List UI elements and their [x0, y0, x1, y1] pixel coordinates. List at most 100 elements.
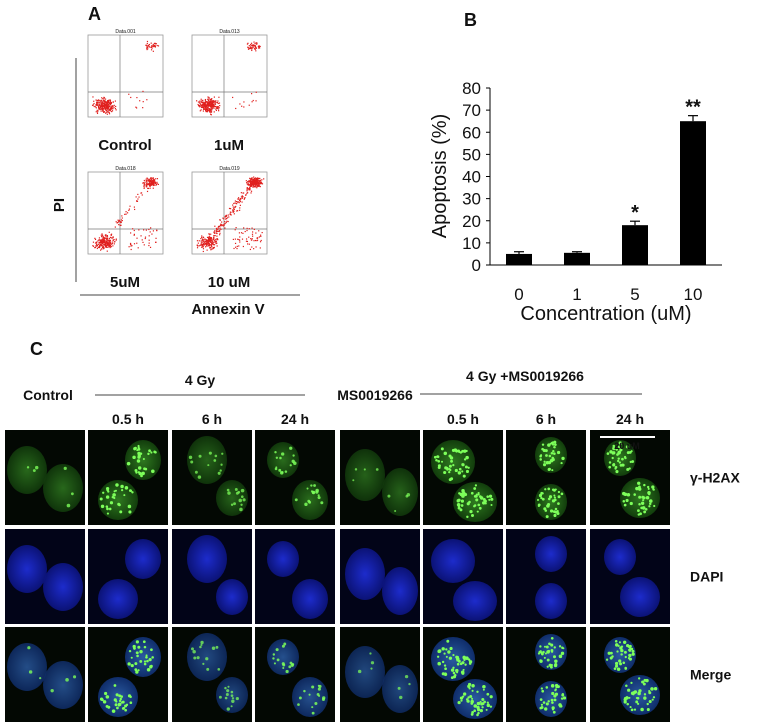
- focus: [641, 495, 645, 499]
- event-dot: [233, 213, 235, 215]
- focus: [127, 694, 132, 698]
- event-dot: [98, 242, 100, 244]
- event-dot: [252, 45, 254, 48]
- focus: [205, 657, 209, 661]
- event-dot: [107, 108, 109, 110]
- focus: [553, 513, 557, 517]
- event-dot: [250, 47, 253, 49]
- event-dot: [253, 185, 256, 187]
- event-dot: [225, 214, 227, 216]
- focus: [137, 444, 140, 448]
- event-dot: [137, 198, 139, 200]
- event-dot: [129, 243, 132, 245]
- focus: [221, 452, 224, 455]
- event-dot: [211, 109, 213, 111]
- event-dot: [203, 103, 205, 105]
- event-dot: [200, 243, 202, 245]
- event-dot: [107, 104, 109, 106]
- event-dot: [105, 106, 108, 109]
- event-dot: [149, 181, 152, 183]
- focus: [106, 512, 110, 515]
- focus: [443, 664, 447, 667]
- event-dot: [101, 110, 104, 112]
- focus: [550, 643, 554, 647]
- focus: [553, 446, 556, 449]
- focus: [540, 491, 544, 495]
- focus: [550, 441, 554, 445]
- event-dot: [247, 46, 249, 48]
- event-dot: [101, 109, 104, 111]
- nucleus: [7, 545, 47, 593]
- focus: [550, 452, 554, 455]
- event-dot: [257, 178, 260, 180]
- event-dot: [209, 244, 211, 247]
- event-dot: [237, 201, 239, 203]
- event-dot: [209, 247, 211, 249]
- micrograph: [255, 627, 335, 722]
- event-dot: [150, 49, 153, 51]
- event-dot: [109, 102, 111, 104]
- focus: [539, 645, 542, 648]
- event-dot: [216, 238, 219, 240]
- event-dot: [100, 249, 102, 251]
- event-dot: [213, 96, 215, 98]
- y-tick-label: 0: [472, 256, 481, 275]
- event-dot: [111, 108, 113, 110]
- event-dot: [135, 196, 137, 198]
- focus: [105, 505, 109, 508]
- event-dot: [257, 185, 260, 187]
- event-dot: [103, 100, 106, 102]
- event-dot: [254, 182, 256, 185]
- event-dot: [203, 104, 205, 107]
- focus: [638, 495, 642, 499]
- event-dot: [155, 43, 157, 45]
- event-dot: [102, 241, 105, 243]
- focus: [322, 696, 326, 700]
- event-dot: [212, 241, 214, 243]
- focus: [128, 649, 132, 653]
- event-dot: [202, 246, 204, 248]
- event-dot: [153, 178, 155, 180]
- event-dot: [211, 101, 213, 103]
- event-dot: [248, 236, 250, 238]
- event-dot: [239, 200, 241, 203]
- event-dot: [255, 42, 257, 44]
- event-dot: [207, 243, 209, 245]
- focus: [553, 494, 556, 497]
- focus: [448, 656, 453, 660]
- event-dot: [104, 107, 106, 109]
- focus: [474, 494, 478, 498]
- focus: [131, 491, 134, 494]
- event-dot: [239, 204, 241, 206]
- event-dot: [249, 47, 251, 49]
- focus: [116, 706, 119, 710]
- event-dot: [249, 177, 251, 179]
- event-dot: [215, 242, 217, 245]
- event-dot: [253, 45, 256, 47]
- event-dot: [234, 242, 237, 245]
- event-dot: [92, 96, 94, 98]
- event-dot: [107, 99, 110, 102]
- focus: [130, 656, 133, 659]
- event-dot: [256, 181, 258, 184]
- event-dot: [100, 244, 102, 246]
- event-dot: [255, 246, 257, 248]
- focus: [136, 654, 139, 658]
- event-dot: [219, 219, 221, 221]
- focus: [621, 463, 625, 467]
- focus: [544, 652, 547, 655]
- focus: [536, 498, 540, 501]
- event-dot: [251, 227, 253, 229]
- focus: [123, 494, 126, 497]
- micrograph: [5, 627, 85, 722]
- micrograph: [172, 627, 252, 722]
- focus: [145, 654, 148, 657]
- bar: [622, 225, 648, 265]
- micrograph: [340, 430, 420, 525]
- event-dot: [200, 109, 202, 111]
- focus: [557, 495, 561, 499]
- panel-label: C: [30, 339, 43, 359]
- event-dot: [215, 108, 217, 110]
- nucleus: [345, 646, 385, 698]
- event-dot: [220, 224, 222, 226]
